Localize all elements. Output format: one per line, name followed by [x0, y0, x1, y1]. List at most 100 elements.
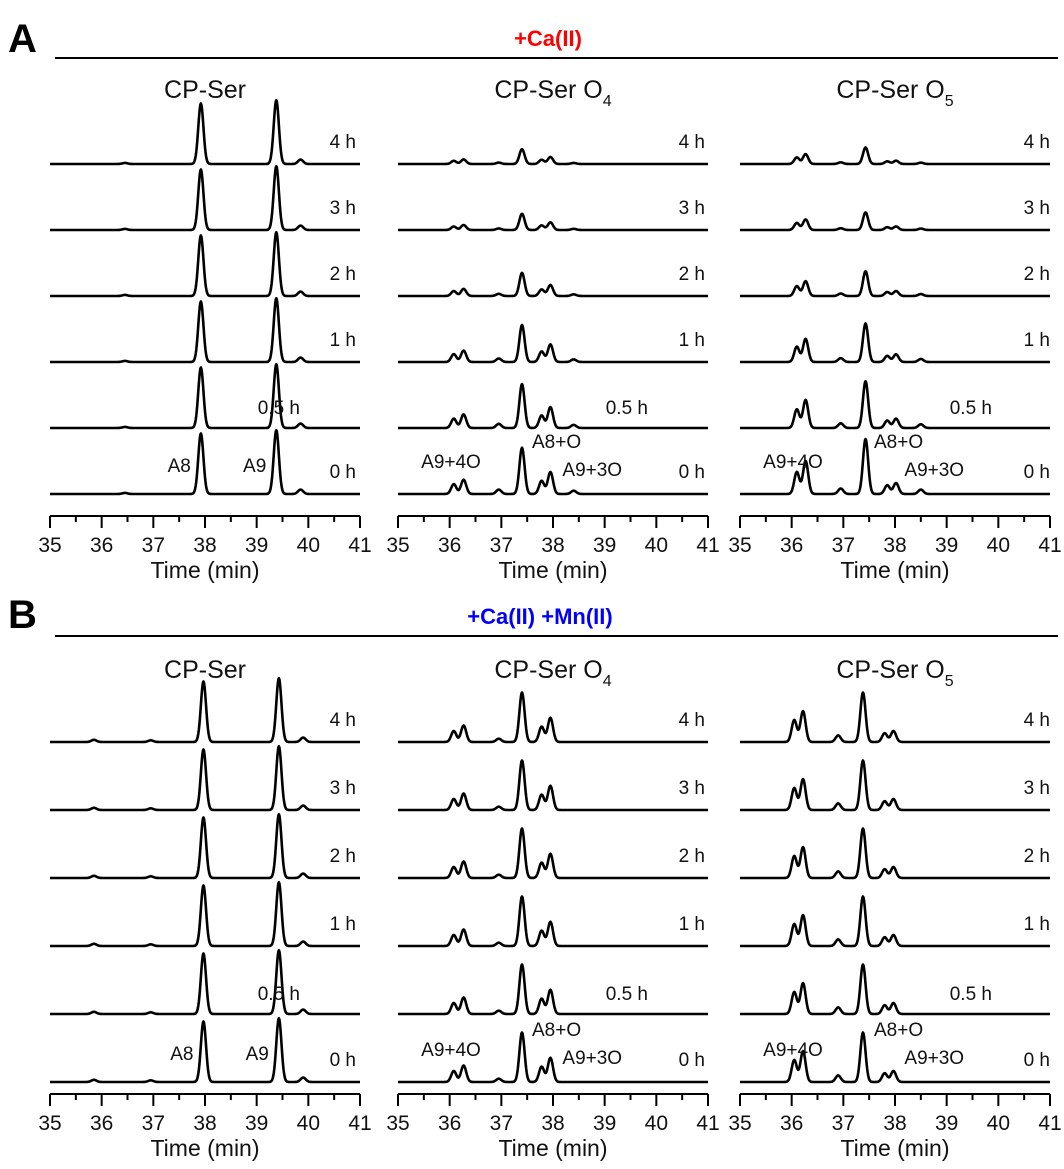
x-tick-label: 41 [1038, 1112, 1061, 1135]
trace-1h [49, 880, 361, 948]
trace-0h [397, 1031, 709, 1084]
trace-05h [397, 963, 709, 1016]
trace-05h [739, 379, 1051, 430]
trace-1h [49, 296, 361, 364]
time-label: 3 h [679, 778, 705, 799]
trace-0h [739, 1031, 1051, 1084]
peak-annotation: A8+O [874, 1020, 923, 1041]
peak-annotation: A9+3O [904, 1048, 964, 1069]
x-tick-label: 37 [142, 534, 165, 557]
x-tick-label: 40 [297, 534, 320, 557]
x-tick-label: 37 [142, 1112, 165, 1135]
trace-05h [49, 362, 361, 430]
x-tick-label: 39 [245, 1112, 268, 1135]
time-label: 2 h [679, 846, 705, 867]
x-axis-title: Time (min) [498, 1135, 607, 1161]
peak-annotation: A9 [243, 456, 266, 477]
x-tick-label: 38 [541, 1112, 564, 1135]
x-axis-title: Time (min) [150, 557, 259, 583]
trace-05h [49, 948, 361, 1016]
x-tick-label: 39 [245, 534, 268, 557]
trace-2h [739, 269, 1051, 298]
trace-2h [397, 827, 709, 880]
x-tick-label: 38 [541, 534, 564, 557]
x-tick-label: 35 [38, 534, 61, 557]
trace-0h [739, 437, 1051, 496]
x-tick-label: 35 [386, 1112, 409, 1135]
peak-annotation: A9+4O [763, 452, 823, 473]
x-tick-label: 36 [438, 1112, 461, 1135]
x-tick-label: 35 [728, 1112, 751, 1135]
subplot-title: CP-Ser O4 [494, 76, 611, 110]
peak-annotation: A8 [168, 456, 191, 477]
trace-1h [739, 322, 1051, 364]
time-label: 4 h [330, 132, 356, 153]
time-label: 1 h [1024, 330, 1050, 351]
trace-0h [49, 428, 361, 496]
trace-2h [49, 812, 361, 880]
time-label: 3 h [679, 198, 705, 219]
x-tick-label: 41 [348, 1112, 371, 1135]
time-label: 0.5 h [950, 398, 992, 419]
trace-3h [739, 759, 1051, 812]
trace-4h [49, 98, 361, 166]
group-b: B +Ca(II) +Mn(II) [8, 593, 1058, 637]
x-tick-label: 39 [593, 534, 616, 557]
x-tick-label: 40 [645, 1112, 668, 1135]
subplot-title: CP-Ser O5 [836, 76, 953, 110]
peak-annotation: A8+O [532, 432, 581, 453]
time-label: 2 h [330, 264, 356, 285]
x-tick-label: 37 [490, 534, 513, 557]
subplot-b-2: CP-Ser O4 4 h 3 h 2 h 1 h 0.5 h 0 h A9+4O A8+O A9… [386, 656, 719, 1161]
time-label: 4 h [1024, 132, 1050, 153]
trace-4h [739, 146, 1051, 166]
peak-annotation: A8 [170, 1044, 193, 1065]
x-tick-label: 38 [193, 534, 216, 557]
peak-annotation: A9+4O [421, 452, 481, 473]
time-label: 4 h [679, 710, 705, 731]
peak-annotation: A8+O [532, 1020, 581, 1041]
time-label: 0 h [1024, 1050, 1050, 1071]
peak-annotation: A9+4O [763, 1040, 823, 1061]
x-tick-label: 40 [645, 534, 668, 557]
trace-3h [49, 744, 361, 812]
x-tick-label: 36 [780, 1112, 803, 1135]
x-tick-label: 35 [386, 534, 409, 557]
time-label: 0 h [679, 1050, 705, 1071]
trace-0h [49, 1016, 361, 1084]
time-label: 0 h [1024, 462, 1050, 483]
time-label: 1 h [330, 914, 356, 935]
trace-2h [397, 271, 709, 298]
subplot-a-1: CP-Ser 4 h 3 h 2 h 1 h 0.5 h 0 h A8 A9 35 36 37 38 39… [38, 76, 371, 583]
subplot-b-1: CP-Ser 4 h 3 h 2 h 1 h 0.5 h 0 h A8 A9 35 36 37 38 39… [38, 656, 371, 1161]
time-label: 0 h [330, 462, 356, 483]
group-a: A +Ca(II) [8, 17, 1058, 61]
time-label: 2 h [1024, 846, 1050, 867]
x-tick-label: 36 [438, 534, 461, 557]
x-tick-label: 40 [987, 1112, 1010, 1135]
time-label: 0.5 h [258, 984, 300, 1005]
trace-05h [739, 963, 1051, 1016]
x-tick-label: 41 [696, 534, 719, 557]
x-tick-label: 39 [935, 1112, 958, 1135]
subplot-title: CP-Ser O5 [836, 656, 953, 690]
x-tick-label: 38 [883, 1112, 906, 1135]
x-tick-label: 37 [832, 1112, 855, 1135]
trace-4h [739, 691, 1051, 744]
peak-annotation: A9+4O [421, 1040, 481, 1061]
subplot-b-3: CP-Ser O5 4 h 3 h 2 h 1 h 0.5 h 0 h A9+4O A8+O A9… [728, 656, 1061, 1161]
trace-3h [739, 211, 1051, 232]
condition-label-a: +Ca(II) [514, 26, 582, 51]
time-label: 3 h [330, 778, 356, 799]
time-label: 2 h [679, 264, 705, 285]
time-label: 0.5 h [258, 398, 300, 419]
trace-3h [49, 164, 361, 232]
trace-05h [397, 382, 709, 430]
peak-annotation: A8+O [874, 432, 923, 453]
subplot-title: CP-Ser O4 [494, 656, 611, 690]
trace-2h [49, 230, 361, 298]
x-tick-label: 37 [832, 534, 855, 557]
time-label: 2 h [1024, 264, 1050, 285]
subplot-a-2: CP-Ser O4 4 h 3 h 2 h 1 h 0.5 h 0 h A9+4O A8+O A9… [386, 76, 719, 583]
x-axis-title: Time (min) [150, 1135, 259, 1161]
